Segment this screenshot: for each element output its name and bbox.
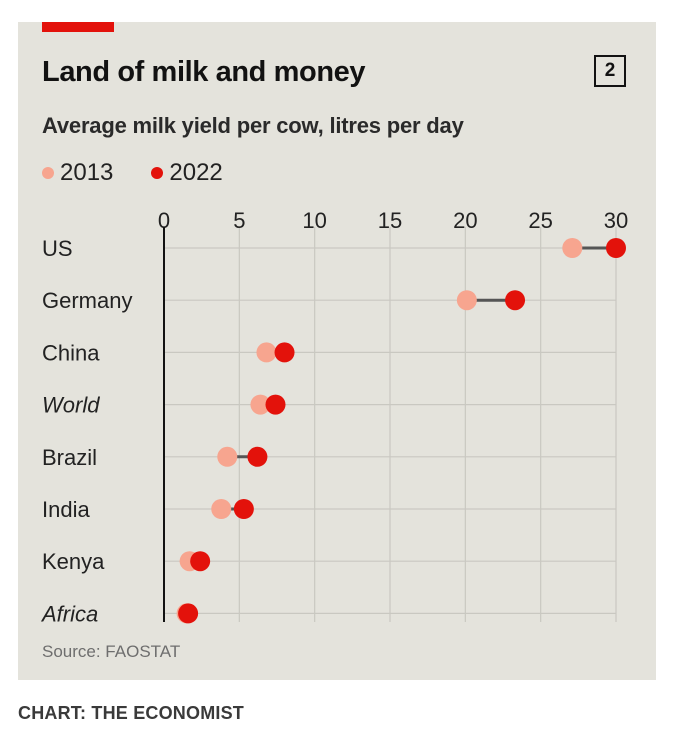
category-label: US [42, 236, 73, 261]
dot-2022 [190, 551, 211, 572]
x-tick-label: 5 [233, 208, 245, 233]
chart-panel: Land of milk and money 2 Average milk yi… [18, 22, 656, 680]
category-label: Africa [40, 601, 98, 626]
dot-2022 [606, 238, 626, 258]
dot-2013 [562, 238, 583, 258]
legend-dot-2022-icon [151, 167, 164, 179]
category-label: Brazil [42, 445, 97, 470]
legend-dot-2013-icon [42, 167, 54, 179]
legend-item-2022: 2022 [151, 159, 223, 187]
legend-item-2013: 2013 [42, 159, 113, 187]
legend: 2013 2022 [42, 159, 261, 187]
x-tick-label: 25 [528, 208, 552, 233]
dot-2013 [256, 342, 277, 363]
dot-2022 [233, 499, 254, 519]
dot-2013 [456, 290, 477, 311]
chart-subtitle: Average milk yield per cow, litres per d… [42, 113, 464, 138]
dot-2022 [274, 342, 295, 363]
chart-number-badge: 2 [594, 55, 626, 87]
dot-2013 [250, 394, 271, 415]
dot-2022 [178, 603, 199, 624]
legend-label-2022: 2022 [169, 159, 223, 186]
dot-2022 [247, 446, 268, 467]
dot-2022 [265, 394, 286, 415]
category-label: Kenya [42, 549, 105, 574]
dot-2013 [211, 499, 232, 519]
x-tick-label: 10 [302, 208, 326, 233]
category-label: World [42, 393, 100, 418]
x-tick-label: 15 [378, 208, 402, 233]
x-tick-label: 30 [604, 208, 628, 233]
category-label: China [42, 340, 100, 365]
legend-label-2013: 2013 [60, 159, 114, 186]
dot-2022 [505, 290, 526, 311]
x-tick-label: 0 [158, 208, 170, 233]
source-note: Source: FAOSTAT [42, 642, 181, 661]
x-tick-label: 20 [453, 208, 477, 233]
category-label: Germany [42, 288, 132, 313]
chart-title: Land of milk and money [42, 56, 366, 88]
category-label: India [42, 497, 90, 522]
accent-bar [42, 22, 114, 32]
plot-area: 0 5 10 15 20 25 30 US Germany China World Brazil Ind… [40, 208, 628, 626]
chart-credit: CHART: THE ECONOMIST [18, 703, 244, 723]
dot-2013 [217, 446, 238, 467]
